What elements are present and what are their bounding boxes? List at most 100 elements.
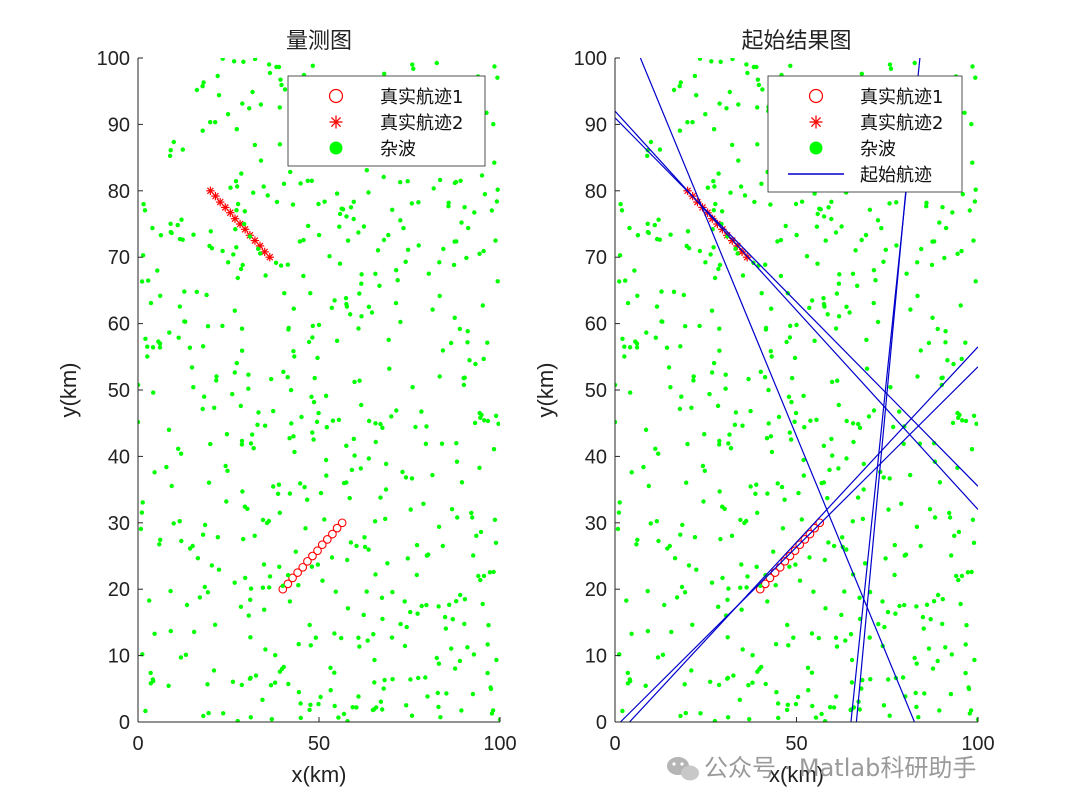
- clutter-point: [833, 326, 839, 331]
- clutter-point: [887, 201, 892, 206]
- clutter-point: [411, 66, 416, 72]
- clutter-point: [380, 425, 385, 430]
- clutter-point: [815, 261, 820, 266]
- clutter-point: [949, 553, 954, 558]
- clutter-point: [345, 719, 350, 722]
- clutter-point: [453, 179, 459, 185]
- clutter-point: [158, 233, 164, 238]
- clutter-point: [414, 572, 419, 578]
- clutter-point: [691, 378, 696, 383]
- clutter-point: [659, 289, 664, 294]
- clutter-point: [281, 181, 287, 186]
- clutter-point: [844, 304, 849, 309]
- legend-box: [767, 75, 963, 193]
- clutter-point: [497, 717, 500, 722]
- clutter-point: [634, 542, 639, 547]
- clutter-point: [971, 238, 976, 243]
- clutter-point: [655, 655, 661, 660]
- clutter-point: [262, 423, 268, 428]
- clutter-point: [277, 564, 282, 569]
- clutter-point: [875, 319, 881, 325]
- clutter-point: [359, 314, 364, 319]
- clutter-point: [328, 665, 333, 670]
- clutter-point: [324, 425, 329, 430]
- clutter-point: [247, 106, 252, 111]
- clutter-point: [654, 519, 659, 524]
- y-tick-label: 10: [108, 646, 130, 668]
- clutter-point: [332, 703, 337, 709]
- clutter-point: [443, 626, 449, 631]
- legend-label: 起始航迹: [860, 165, 932, 186]
- clutter-point: [477, 465, 482, 470]
- clutter-point: [373, 421, 378, 426]
- clutter-point: [430, 472, 435, 478]
- clutter-point: [960, 418, 965, 423]
- track1-point: [332, 523, 342, 533]
- clutter-point: [849, 657, 855, 663]
- clutter-point: [354, 543, 359, 549]
- clutter-point: [971, 540, 977, 545]
- clutter-point: [313, 635, 318, 640]
- clutter-point: [271, 484, 276, 489]
- clutter-point: [624, 598, 629, 603]
- clutter-point: [679, 394, 684, 399]
- clutter-point: [190, 543, 195, 549]
- clutter-point: [720, 504, 725, 509]
- y-tick-label: 100: [574, 48, 607, 70]
- clutter-point: [975, 717, 978, 722]
- clutter-point: [246, 613, 251, 618]
- clutter-point: [919, 246, 924, 252]
- track1-point: [780, 556, 790, 566]
- clutter-point: [694, 567, 699, 572]
- clutter-point: [271, 408, 276, 414]
- clutter-point: [940, 375, 945, 380]
- clutter-point: [267, 574, 273, 579]
- clutter-point: [765, 599, 770, 604]
- clutter-point: [789, 375, 795, 381]
- clutter-point: [860, 516, 866, 522]
- clutter-point: [436, 704, 441, 710]
- clutter-point: [224, 432, 230, 437]
- clutter-point: [755, 510, 760, 515]
- clutter-point: [424, 424, 429, 429]
- clutter-point: [717, 438, 722, 444]
- clutter-point: [769, 354, 774, 359]
- clutter-point: [459, 480, 465, 485]
- clutter-point: [166, 683, 171, 688]
- clutter-point: [214, 378, 219, 383]
- clutter-point: [836, 281, 842, 286]
- clutter-point: [786, 643, 791, 648]
- clutter-point: [809, 631, 815, 636]
- clutter-point: [645, 628, 651, 634]
- clutter-point: [378, 495, 383, 500]
- clutter-point: [683, 710, 688, 716]
- clutter-point: [180, 237, 185, 242]
- clutter-point: [285, 375, 290, 380]
- clutter-point: [653, 335, 658, 340]
- clutter-point: [629, 470, 634, 475]
- clutter-point: [372, 680, 377, 685]
- clutter-point: [148, 300, 154, 306]
- clutter-point: [373, 271, 378, 276]
- clutter-point: [381, 174, 386, 180]
- y-tick-label: 80: [108, 181, 130, 203]
- clutter-point: [140, 500, 145, 505]
- track1-point: [303, 556, 312, 566]
- legend-circle-marker: [808, 88, 824, 104]
- clutter-point: [664, 345, 670, 350]
- legend-asterisk-marker: [809, 115, 823, 129]
- legend-label: 真实航迹2: [860, 113, 943, 134]
- clutter-point: [239, 348, 245, 353]
- clutter-point: [888, 66, 894, 72]
- clutter-point: [369, 310, 375, 315]
- clutter-point: [492, 160, 497, 165]
- clutter-point: [145, 344, 150, 349]
- clutter-point: [685, 229, 691, 234]
- clutter-point: [202, 394, 207, 399]
- clutter-point: [155, 268, 160, 273]
- clutter-point: [485, 418, 491, 424]
- clutter-point: [421, 501, 426, 506]
- clutter-point: [372, 657, 377, 663]
- clutter-point: [225, 468, 230, 473]
- clutter-point: [692, 535, 698, 540]
